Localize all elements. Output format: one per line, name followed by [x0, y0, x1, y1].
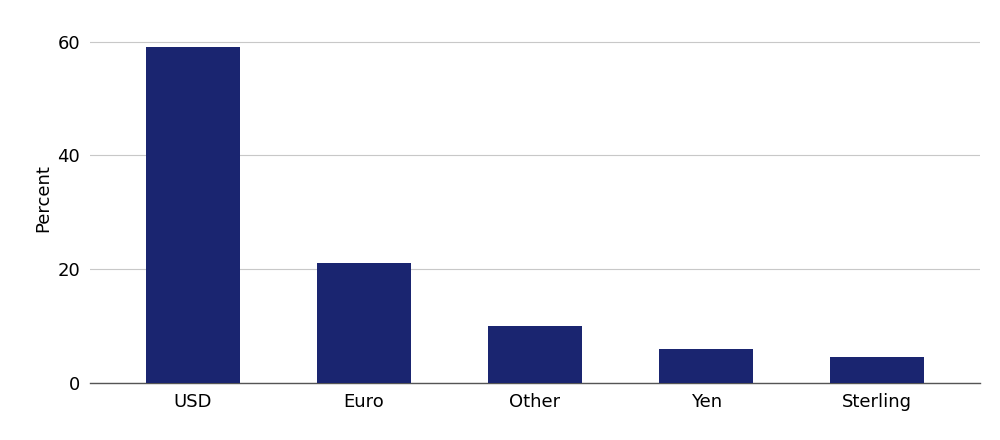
Bar: [488, 326, 582, 383]
Bar: [146, 48, 240, 383]
Bar: [659, 348, 753, 383]
Bar: [830, 357, 924, 383]
Y-axis label: Percent: Percent: [34, 164, 52, 232]
Bar: [317, 264, 411, 383]
